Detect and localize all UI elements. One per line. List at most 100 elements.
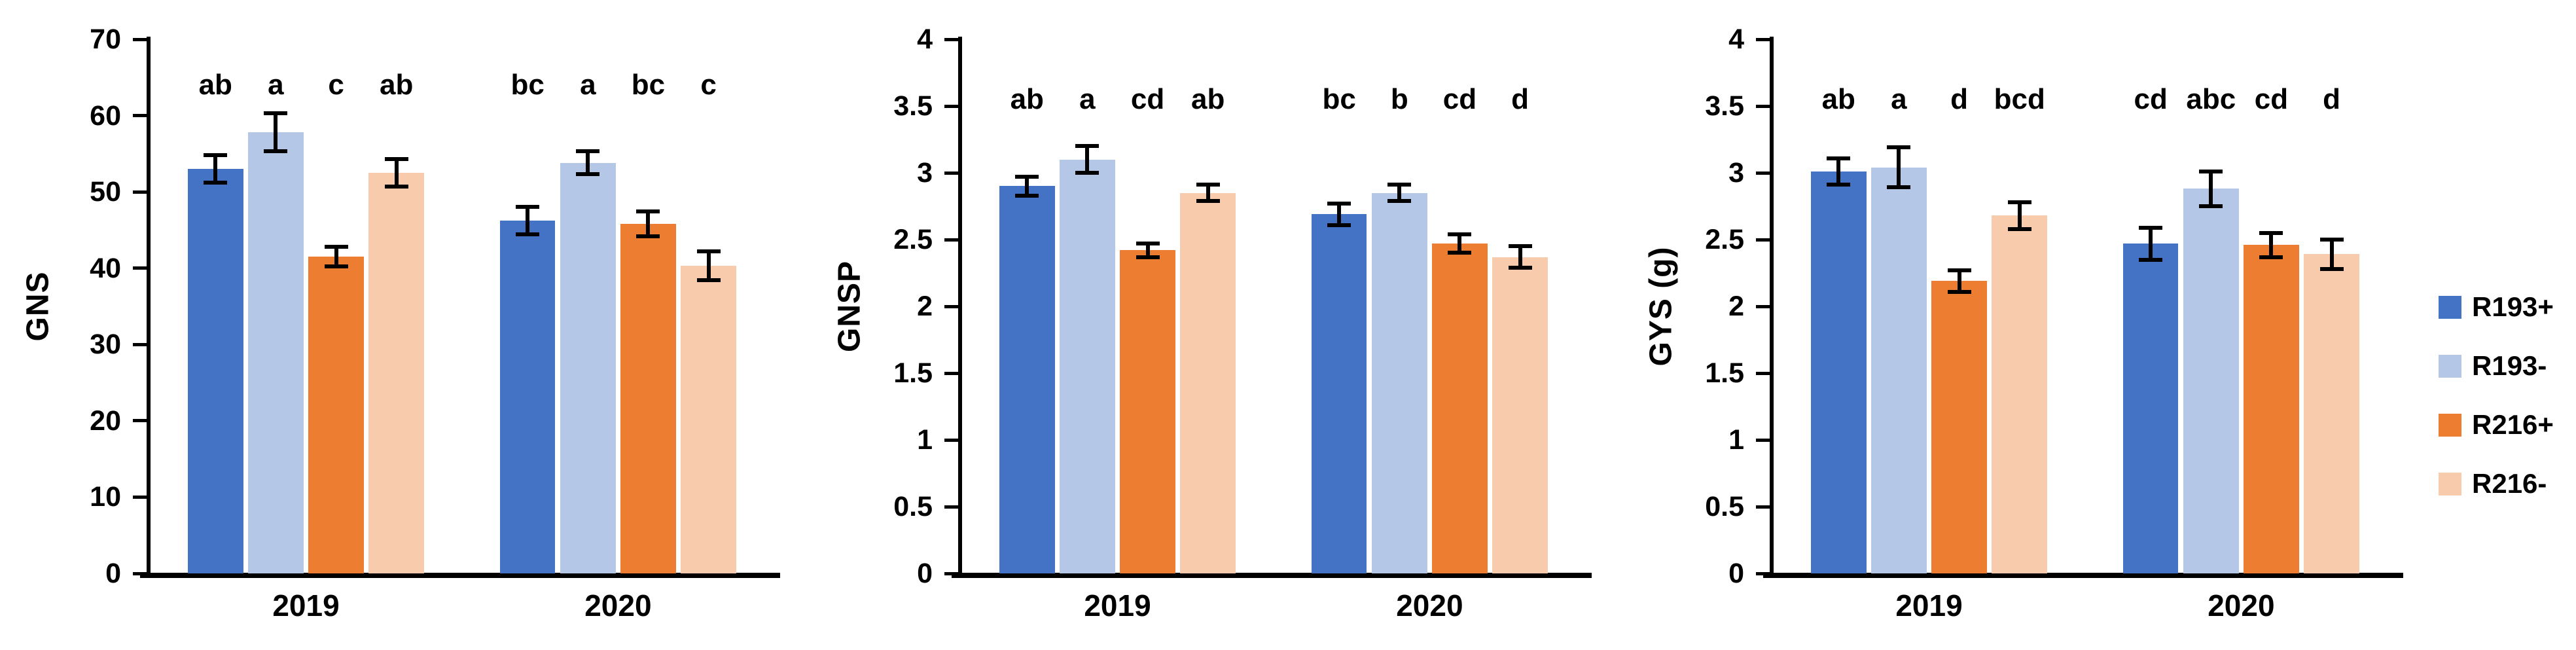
- y-tick: [133, 37, 147, 41]
- y-tick-label: 0.5: [893, 491, 933, 522]
- bar-R193+-2020: [1311, 214, 1367, 573]
- error-bar-cap-bottom: [1827, 183, 1851, 187]
- bar-R216+-2020: [620, 224, 676, 573]
- error-bar-cap-top: [1136, 242, 1160, 246]
- bar-R193--2020: [2183, 189, 2239, 573]
- y-tick: [133, 571, 147, 575]
- error-bar: [1145, 244, 1150, 257]
- y-tick: [944, 37, 958, 41]
- error-bar: [2209, 171, 2213, 206]
- sig-letter: ab: [198, 68, 232, 101]
- sig-letter: a: [1891, 82, 1907, 115]
- error-bar: [526, 207, 530, 235]
- y-tick: [944, 171, 958, 175]
- bar-R216+-2020: [1432, 244, 1488, 573]
- y-tick: [1756, 37, 1770, 41]
- panel-gnsp: GNSP 0 0.5 1 1.5 2 2.5 3 3.5 4 2019 ab a cd ab 2020 bc b…: [812, 0, 1623, 650]
- x-axis-line: [952, 573, 1592, 578]
- y-tick-label: 0.5: [1705, 491, 1744, 522]
- y-tick-label: 10: [90, 481, 121, 513]
- y-tick-label: 3.5: [893, 90, 933, 122]
- error-bar: [334, 247, 338, 267]
- legend-item-R216-: R216-: [2439, 470, 2547, 497]
- error-bar: [2269, 232, 2274, 257]
- y-tick-label: 0: [1728, 558, 1744, 589]
- error-bar-cap-top: [696, 249, 721, 254]
- y-tick-label: 3: [1728, 157, 1744, 189]
- bar-R216--2020: [2304, 254, 2359, 573]
- x-axis-line: [1763, 573, 2403, 578]
- sig-letter: ab: [380, 68, 414, 101]
- y-tick-label: 4: [917, 24, 933, 55]
- error-bar-cap-top: [516, 205, 540, 209]
- error-bar-cap-bottom: [2259, 255, 2283, 259]
- y-tick: [133, 342, 147, 346]
- error-bar-cap-top: [2139, 225, 2163, 230]
- sig-letter: ab: [1010, 82, 1044, 115]
- plot-area-gnsp: 0 0.5 1 1.5 2 2.5 3 3.5 4 2019 ab a cd ab 2020 bc b cd d: [893, 26, 1592, 621]
- bar-R216--2020: [1492, 257, 1548, 573]
- x-category-label: 2019: [272, 588, 340, 623]
- error-bar: [646, 211, 651, 236]
- y-tick-label: 1.5: [893, 357, 933, 389]
- y-tick-label: 1: [917, 424, 933, 456]
- legend-swatch: [2439, 354, 2461, 378]
- sig-letter: d: [1950, 82, 1968, 115]
- panel-gns: GNS 0 10 20 30 40 50 60 70 2019 ab a c ab 2020 bc a bc c: [0, 0, 812, 650]
- y-tick-label: 1.5: [1705, 357, 1744, 389]
- bar-R216--2019: [368, 173, 424, 573]
- bar-R216+-2020: [2244, 245, 2299, 573]
- bar-R193+-2020: [2122, 244, 2179, 573]
- error-bar-cap-bottom: [696, 278, 721, 283]
- y-tick: [944, 238, 958, 242]
- bar-R193+-2020: [499, 221, 556, 573]
- legend: R193+ R193- R216+ R216-: [2435, 0, 2576, 650]
- error-bar-cap-bottom: [516, 232, 540, 237]
- bar-R193+-2019: [188, 169, 243, 573]
- error-bar-cap-bottom: [576, 172, 600, 177]
- error-bar-cap-top: [1015, 175, 1039, 179]
- error-bar-cap-top: [1387, 183, 1412, 187]
- sig-letter: a: [1079, 82, 1096, 115]
- y-tick-label: 0: [105, 558, 121, 589]
- y-tick-label: 2.5: [893, 224, 933, 255]
- legend-swatch: [2439, 295, 2461, 319]
- y-tick: [944, 371, 958, 375]
- y-tick: [944, 304, 958, 308]
- error-bar-cap-bottom: [264, 149, 288, 154]
- error-bar-cap-top: [1448, 232, 1472, 236]
- x-category-label: 2019: [1084, 588, 1151, 623]
- sig-letter: bc: [1322, 82, 1356, 115]
- error-bar-cap-top: [2319, 238, 2344, 242]
- error-bar-cap-top: [636, 209, 660, 214]
- error-bar-cap-bottom: [1196, 198, 1220, 203]
- plot-area-gys: 0 0.5 1 1.5 2 2.5 3 3.5 4 2019 ab a d bcd 2020 cd abc cd d: [1705, 26, 2403, 621]
- error-bar-cap-bottom: [2319, 266, 2344, 271]
- bar-R193--2019: [1060, 159, 1115, 573]
- error-bar-cap-bottom: [1136, 255, 1160, 259]
- sig-letter: abc: [2186, 82, 2236, 115]
- y-tick-label: 30: [90, 329, 121, 361]
- error-bar: [1458, 234, 1462, 253]
- error-bar: [1957, 270, 1961, 292]
- error-bar-cap-bottom: [1508, 265, 1532, 270]
- y-tick: [944, 438, 958, 442]
- legend-item-R193+: R193+: [2439, 293, 2554, 321]
- x-axis-line: [140, 573, 780, 578]
- error-bar: [2149, 227, 2153, 260]
- sig-letter: ab: [1821, 82, 1855, 115]
- sig-letter: cd: [2254, 82, 2289, 115]
- error-bar-cap-bottom: [324, 264, 348, 269]
- bar-R216+-2019: [1931, 281, 1987, 573]
- error-bar-cap-bottom: [204, 181, 228, 185]
- sig-letter: d: [2323, 82, 2341, 115]
- error-bar-cap-top: [204, 153, 228, 158]
- error-bar-cap-bottom: [1387, 198, 1412, 203]
- error-bar: [213, 155, 218, 183]
- error-bar: [1206, 185, 1210, 201]
- sig-letter: d: [1511, 82, 1530, 115]
- y-tick-label: 70: [90, 24, 121, 55]
- sig-letter: c: [328, 68, 344, 101]
- y-tick: [1756, 438, 1770, 442]
- x-category-label: 2019: [1895, 588, 1963, 623]
